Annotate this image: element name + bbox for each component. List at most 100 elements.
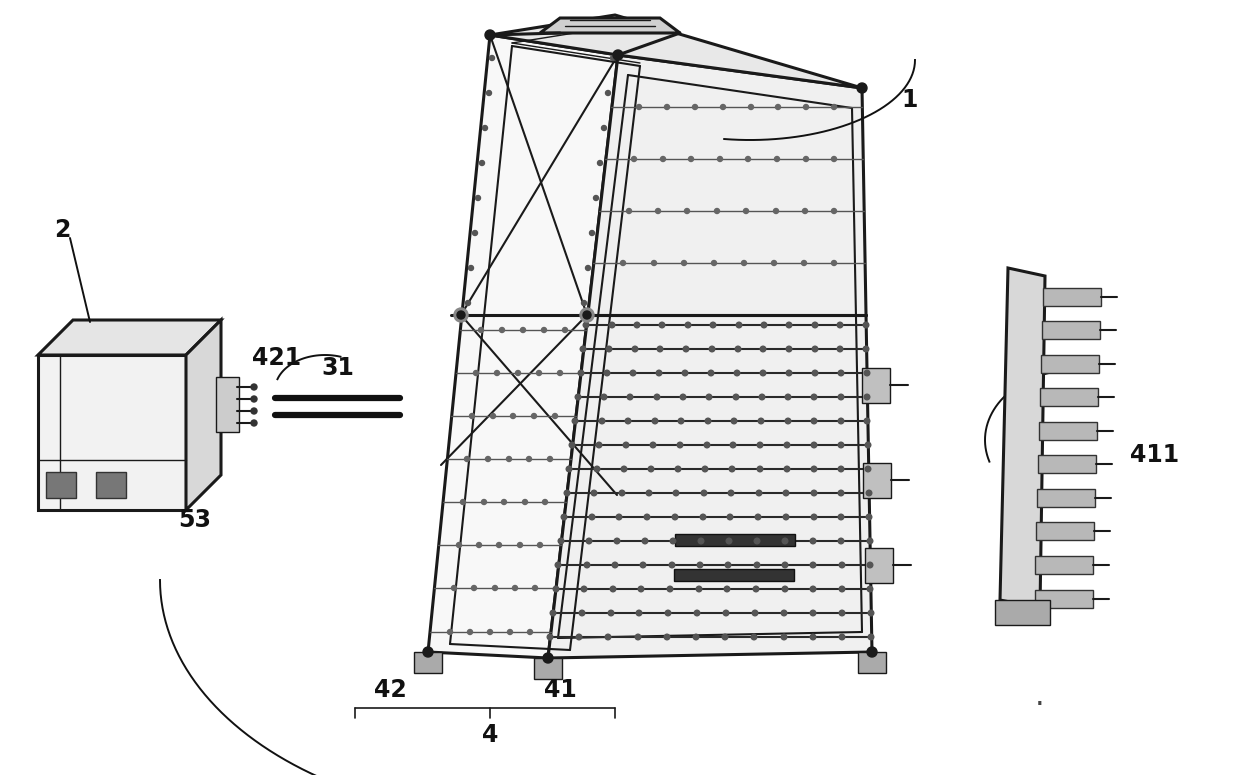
Circle shape: [451, 585, 456, 591]
Circle shape: [670, 562, 675, 568]
Circle shape: [694, 610, 699, 616]
Polygon shape: [999, 268, 1045, 608]
Circle shape: [708, 370, 714, 376]
Circle shape: [683, 346, 688, 352]
Circle shape: [558, 370, 563, 376]
Circle shape: [564, 491, 570, 496]
Circle shape: [250, 384, 257, 390]
Circle shape: [532, 414, 537, 418]
Circle shape: [704, 443, 709, 448]
Circle shape: [728, 491, 734, 496]
Circle shape: [558, 538, 564, 544]
Circle shape: [610, 586, 616, 592]
Circle shape: [665, 610, 671, 616]
Circle shape: [786, 370, 792, 376]
Circle shape: [867, 586, 873, 592]
Circle shape: [598, 160, 603, 166]
Circle shape: [527, 629, 532, 635]
Circle shape: [758, 418, 764, 424]
Polygon shape: [1039, 422, 1097, 440]
Circle shape: [578, 370, 584, 376]
Circle shape: [456, 542, 461, 547]
Circle shape: [472, 230, 477, 236]
Circle shape: [867, 538, 873, 544]
Circle shape: [754, 562, 760, 568]
Circle shape: [771, 260, 776, 266]
Circle shape: [696, 586, 702, 592]
Circle shape: [495, 370, 500, 376]
Circle shape: [760, 370, 766, 376]
Circle shape: [470, 414, 475, 418]
Circle shape: [697, 562, 703, 568]
Polygon shape: [1035, 556, 1092, 574]
Circle shape: [465, 456, 470, 461]
Circle shape: [785, 418, 791, 424]
Circle shape: [594, 195, 599, 201]
Circle shape: [601, 126, 606, 130]
Circle shape: [742, 260, 746, 266]
Circle shape: [563, 328, 568, 332]
Circle shape: [652, 418, 657, 424]
Circle shape: [609, 322, 615, 328]
Circle shape: [832, 157, 837, 161]
Circle shape: [616, 514, 621, 520]
Circle shape: [626, 208, 631, 213]
Circle shape: [782, 586, 787, 592]
Circle shape: [812, 370, 818, 376]
Circle shape: [744, 208, 749, 213]
Circle shape: [804, 157, 808, 161]
Circle shape: [630, 370, 636, 376]
Circle shape: [838, 418, 843, 424]
Circle shape: [670, 538, 676, 544]
Circle shape: [613, 562, 618, 568]
Text: 41: 41: [543, 678, 577, 702]
Circle shape: [625, 418, 631, 424]
Circle shape: [577, 634, 582, 640]
Polygon shape: [38, 320, 221, 355]
Circle shape: [678, 418, 683, 424]
Circle shape: [711, 322, 715, 328]
Circle shape: [866, 467, 870, 472]
Circle shape: [507, 629, 512, 635]
Circle shape: [650, 443, 656, 448]
Circle shape: [496, 542, 501, 547]
Circle shape: [632, 346, 637, 352]
Circle shape: [688, 157, 693, 161]
Circle shape: [701, 491, 707, 496]
Circle shape: [594, 467, 600, 472]
Circle shape: [758, 467, 763, 472]
Polygon shape: [1040, 388, 1097, 406]
Circle shape: [745, 157, 750, 161]
Circle shape: [782, 538, 787, 544]
Circle shape: [665, 634, 670, 640]
Text: 1: 1: [901, 88, 918, 112]
Polygon shape: [994, 600, 1050, 625]
Polygon shape: [95, 472, 126, 498]
Text: .: .: [1035, 682, 1044, 711]
Polygon shape: [534, 658, 562, 679]
Circle shape: [785, 394, 791, 400]
Circle shape: [492, 585, 497, 591]
Circle shape: [692, 105, 697, 109]
Circle shape: [786, 346, 792, 352]
Circle shape: [735, 346, 740, 352]
Text: 421: 421: [253, 346, 301, 370]
Circle shape: [810, 634, 816, 640]
Circle shape: [839, 562, 844, 568]
Circle shape: [810, 538, 816, 544]
Circle shape: [839, 610, 844, 616]
Circle shape: [620, 260, 625, 266]
Polygon shape: [1042, 321, 1100, 339]
Circle shape: [810, 562, 816, 568]
Circle shape: [837, 322, 843, 328]
Circle shape: [774, 208, 779, 213]
Circle shape: [532, 585, 537, 591]
Circle shape: [682, 370, 688, 376]
Circle shape: [605, 634, 611, 640]
Circle shape: [542, 328, 547, 332]
Polygon shape: [1042, 355, 1099, 373]
Polygon shape: [1035, 590, 1092, 608]
Circle shape: [725, 562, 730, 568]
Polygon shape: [539, 18, 680, 33]
Circle shape: [656, 370, 662, 376]
